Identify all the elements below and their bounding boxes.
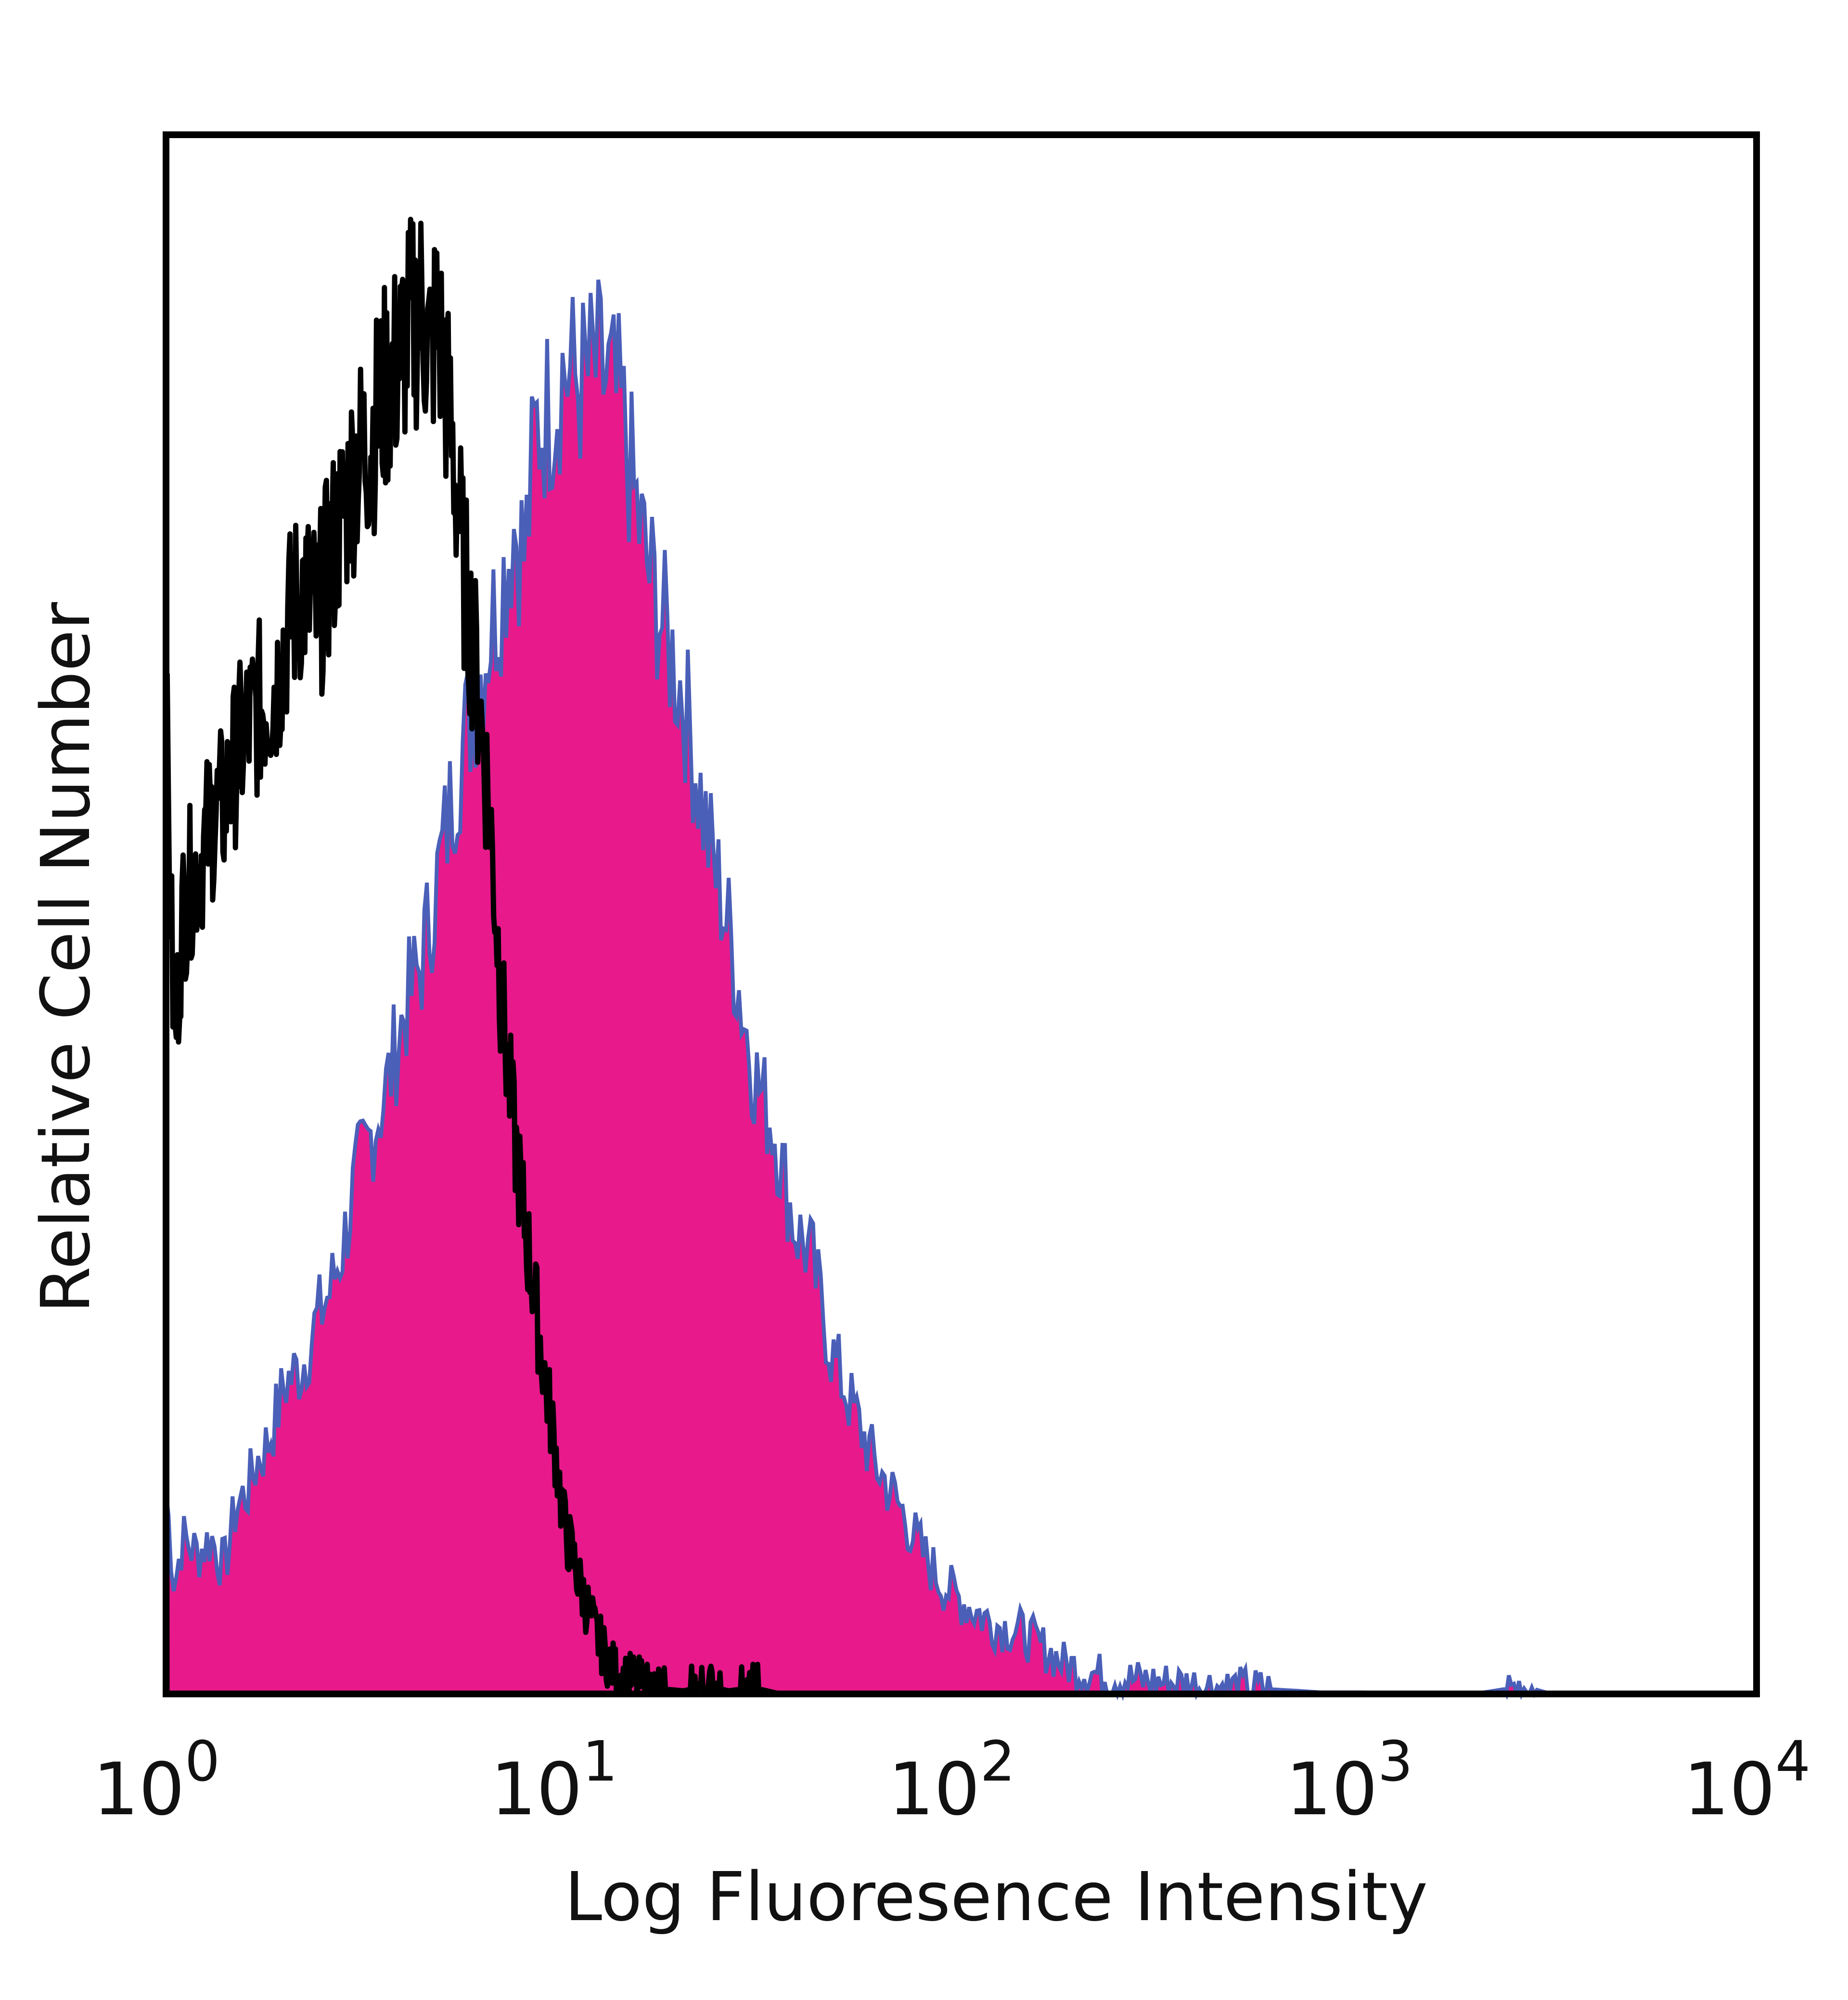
x-tick-label-3: 103 bbox=[1286, 1730, 1413, 1832]
x-tick-label-1: 101 bbox=[490, 1730, 617, 1832]
x-tick-label-0: 100 bbox=[93, 1730, 220, 1832]
x-tick-labels: 100 101 102 103 104 bbox=[93, 1730, 1810, 1832]
filled-histogram-area bbox=[166, 280, 1599, 1694]
x-axis-label: Log Fluoresence Intensity bbox=[565, 1858, 1428, 1936]
plot-frame bbox=[163, 131, 1760, 1697]
x-tick-label-2: 102 bbox=[888, 1730, 1015, 1832]
x-tick-label-4: 104 bbox=[1683, 1730, 1810, 1832]
y-axis-label: Relative Cell Number bbox=[27, 602, 105, 1313]
